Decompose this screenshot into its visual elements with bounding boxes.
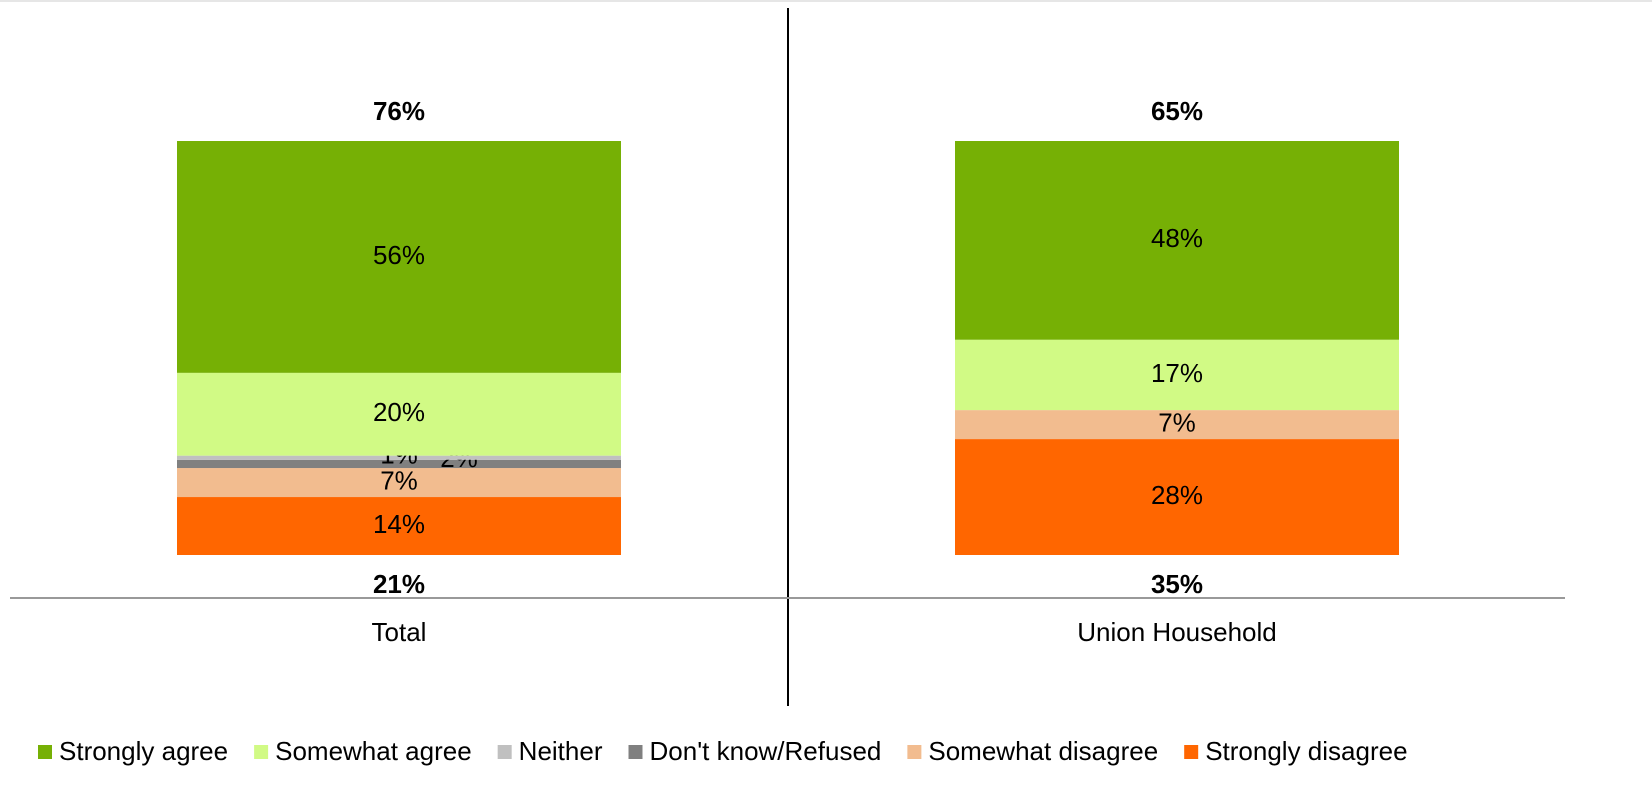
top-total: 65% [1151, 96, 1203, 126]
legend-swatch [254, 745, 269, 759]
legend-swatch [628, 745, 643, 759]
legend-label: Don't know/Refused [650, 736, 882, 766]
legend-swatch [907, 745, 922, 759]
legend-swatch [38, 745, 52, 759]
bar-segment [177, 497, 621, 555]
bar-segment [177, 141, 621, 373]
bar-segment [955, 410, 1399, 440]
bar-segment [177, 468, 621, 498]
legend-label: Somewhat agree [275, 736, 472, 766]
x-tick-label: Union Household [1077, 617, 1276, 647]
bar-segment [955, 141, 1399, 340]
bottom-total: 35% [1151, 569, 1203, 599]
data-label: 7% [380, 465, 418, 495]
data-label: 17% [1151, 358, 1203, 388]
data-label: 48% [1151, 223, 1203, 253]
bar-segment [177, 455, 621, 460]
data-label: 20% [373, 397, 425, 427]
top-total: 76% [373, 96, 425, 126]
legend-label: Strongly agree [59, 736, 228, 766]
legend-label: Neither [519, 736, 603, 766]
bar-segment [955, 439, 1399, 555]
bar-segment [177, 372, 621, 456]
data-label: 28% [1151, 480, 1203, 510]
legend-swatch [1184, 745, 1199, 759]
data-label: 56% [373, 240, 425, 270]
bar-segment [955, 339, 1399, 411]
bottom-total: 21% [373, 569, 425, 599]
bar-segment [177, 459, 621, 469]
data-label: 7% [1158, 407, 1196, 437]
data-label: 14% [373, 509, 425, 539]
x-tick-label: Total [372, 617, 427, 647]
legend-swatch [497, 745, 512, 759]
legend-label: Strongly disagree [1205, 736, 1407, 766]
legend-label: Somewhat disagree [928, 736, 1158, 766]
